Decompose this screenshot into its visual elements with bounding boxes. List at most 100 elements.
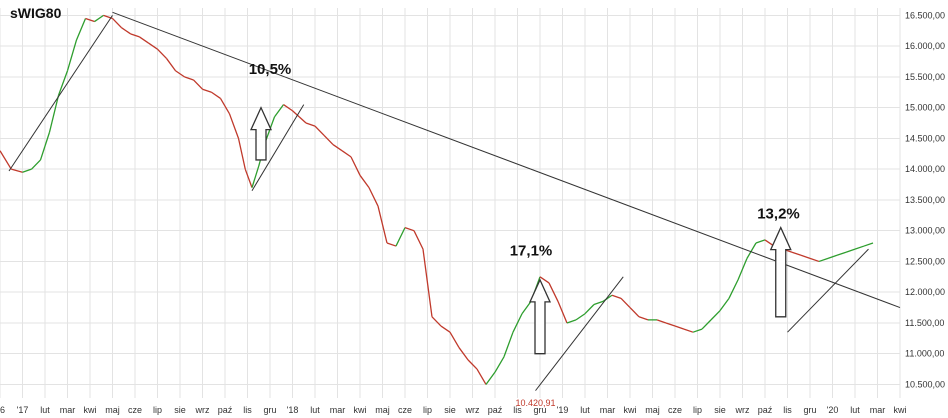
- price-segment: [791, 251, 802, 256]
- price-segment: [440, 325, 451, 333]
- price-segment: [228, 113, 240, 139]
- price-segment: [476, 368, 487, 385]
- price-segment: [31, 159, 41, 170]
- x-tick-label: paź: [758, 405, 773, 415]
- price-segment: [139, 36, 149, 44]
- chart-title: sWIG80: [10, 5, 62, 21]
- price-segment: [674, 325, 685, 330]
- trend-line: [535, 276, 624, 391]
- price-segment: [494, 356, 505, 373]
- price-segment: [557, 301, 568, 324]
- price-segment: [413, 230, 424, 250]
- price-segment: [629, 307, 640, 318]
- x-tick-label: '17: [17, 405, 29, 415]
- price-segment: [305, 122, 316, 127]
- price-segment: [692, 328, 703, 333]
- growth-label: 10,5%: [249, 61, 292, 78]
- price-segment: [566, 319, 577, 324]
- x-tick-label: kwi: [84, 405, 97, 415]
- x-tick-label: mar: [870, 405, 886, 415]
- price-segment: [737, 258, 748, 281]
- price-segment: [485, 371, 496, 385]
- y-tick-label: 10.500,00: [905, 379, 945, 389]
- x-tick-label: gru: [803, 405, 816, 415]
- x-tick-label: paź: [218, 405, 233, 415]
- x-tick-label: paź: [488, 405, 503, 415]
- price-segment: [244, 168, 253, 188]
- price-segment: [359, 174, 370, 189]
- price-segment: [710, 310, 721, 321]
- price-segment: [292, 110, 300, 118]
- y-axis-labels: 10.500,00 11.000,00 11.500,00 12.000,00 12.5…: [905, 10, 945, 389]
- x-tick-label: kwi: [354, 405, 367, 415]
- price-segment: [728, 279, 739, 299]
- x-tick-label: gru: [533, 405, 546, 415]
- price-segment: [273, 104, 285, 118]
- price-segment: [332, 144, 343, 152]
- price-segment: [175, 70, 185, 78]
- price-segment: [458, 347, 469, 361]
- price-segment: [800, 254, 811, 259]
- y-tick-label: 16.500,00: [905, 10, 945, 20]
- x-tick-label: cze: [398, 405, 412, 415]
- y-tick-label: 11.000,00: [905, 349, 944, 359]
- price-segment: [449, 331, 460, 348]
- y-tick-label: 13.500,00: [905, 195, 945, 205]
- price-segment: [584, 304, 595, 315]
- up-arrow-icon: [249, 106, 273, 161]
- x-tick-label: lis: [243, 405, 252, 415]
- y-tick-label: 14.500,00: [905, 133, 945, 143]
- price-segment: [665, 322, 676, 327]
- price-segment: [620, 297, 631, 309]
- annotations: 10,5% 17,1% 13,2% 10.420,91: [249, 61, 800, 408]
- price-segment: [112, 18, 122, 29]
- x-tick-label: lut: [40, 405, 50, 415]
- x-tick-label: lut: [850, 405, 860, 415]
- price-segment: [386, 242, 397, 247]
- price-segment: [0, 150, 12, 170]
- growth-label: 13,2%: [757, 205, 800, 222]
- price-segment: [350, 156, 361, 176]
- price-segment: [818, 257, 829, 263]
- x-tick-label: '18: [287, 405, 299, 415]
- price-segment: [94, 14, 104, 23]
- price-segment: [148, 42, 158, 50]
- price-segment: [219, 98, 231, 115]
- price-segment: [548, 282, 559, 302]
- x-tick-label: maj: [645, 405, 660, 415]
- price-segment: [85, 17, 95, 23]
- x-tick-label: wrz: [735, 405, 750, 415]
- x-tick-label: kwi: [624, 405, 637, 415]
- price-segment: [193, 79, 203, 90]
- x-tick-label: lip: [423, 405, 432, 415]
- price-segment: [863, 242, 874, 247]
- x-tick-label: '20: [827, 405, 839, 415]
- price-segment: [66, 39, 78, 71]
- price-segment: [512, 313, 523, 333]
- x-tick-label: mar: [60, 405, 76, 415]
- price-segment: [422, 249, 433, 317]
- price-segment: [39, 132, 51, 161]
- y-tick-label: 13.000,00: [905, 226, 945, 236]
- price-segment: [237, 138, 246, 170]
- growth-arrows: [249, 106, 792, 355]
- price-segment: [746, 242, 757, 259]
- x-tick-label: sie: [174, 405, 186, 415]
- y-tick-label: 15.500,00: [905, 72, 945, 82]
- price-segment: [809, 257, 820, 263]
- price-segment: [638, 316, 649, 321]
- price-segment: [854, 245, 865, 250]
- x-tick-label: 16: [0, 405, 5, 415]
- x-tick-label: '19: [557, 405, 569, 415]
- price-segment: [11, 168, 23, 173]
- x-tick-label: gru: [263, 405, 276, 415]
- trend-line: [251, 104, 305, 191]
- y-tick-label: 15.000,00: [905, 103, 945, 113]
- growth-label: 17,1%: [510, 242, 553, 259]
- x-tick-label: wrz: [195, 405, 210, 415]
- price-segment: [467, 359, 478, 370]
- price-segment: [404, 226, 415, 232]
- price-segment: [845, 248, 856, 253]
- y-tick-label: 16.000,00: [905, 41, 945, 51]
